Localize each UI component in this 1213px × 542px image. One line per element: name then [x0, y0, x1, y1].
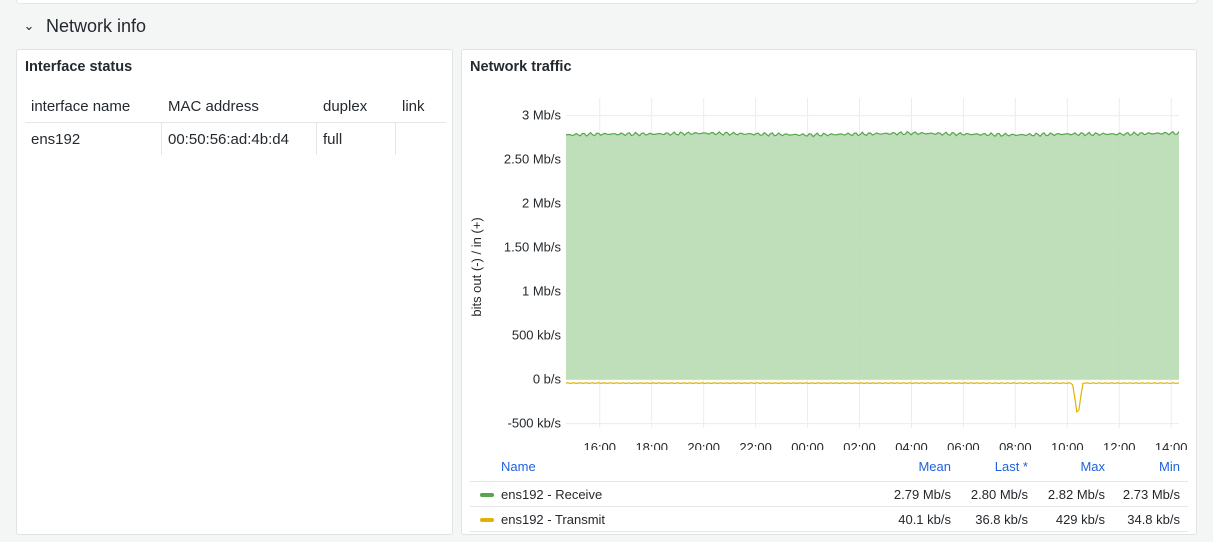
x-tick-label: 10:00 [1051, 440, 1084, 450]
x-tick-label: 20:00 [687, 440, 720, 450]
series-color-swatch [480, 518, 494, 522]
legend-col-name[interactable]: Name [501, 459, 536, 474]
column-header[interactable]: link [402, 97, 425, 115]
chart-legend: Name Mean Last * Max Min ens192 - Receiv… [470, 457, 1188, 532]
y-tick-label: 500 kb/s [512, 328, 562, 343]
x-tick-label: 06:00 [947, 440, 980, 450]
column-header[interactable]: MAC address [168, 97, 259, 115]
table-cell: full [317, 123, 396, 155]
table-cell: ens192 [25, 123, 162, 155]
legend-series-name[interactable]: ens192 - Transmit [501, 512, 606, 527]
chevron-down-icon[interactable]: ⌄ [23, 18, 35, 33]
x-tick-label: 04:00 [895, 440, 928, 450]
x-tick-label: 16:00 [583, 440, 616, 450]
legend-value-last: 2.80 Mb/s [970, 487, 1028, 502]
column-header[interactable]: interface name [31, 97, 131, 115]
legend-value-max: 2.82 Mb/s [1047, 487, 1105, 502]
x-tick-label: 22:00 [739, 440, 772, 450]
y-tick-label: 0 b/s [533, 372, 562, 387]
previous-panel-edge [16, 0, 1198, 4]
legend-col-max[interactable]: Max [1080, 459, 1105, 474]
legend-value-mean: 40.1 kb/s [898, 512, 951, 527]
y-tick-label: 2.50 Mb/s [504, 152, 562, 167]
network-traffic-panel: Network traffic 3 Mb/s 2.50 Mb/s 2 Mb/s 1.5… [461, 49, 1197, 535]
legend-col-last[interactable]: Last * [994, 459, 1028, 474]
x-tick-label: 12:00 [1103, 440, 1136, 450]
legend-row-transmit[interactable]: ens192 - Transmit 40.1 kb/s 36.8 kb/s 42… [470, 507, 1188, 532]
legend-col-min[interactable]: Min [1159, 459, 1180, 474]
x-tick-label: 00:00 [791, 440, 824, 450]
legend-value-last: 36.8 kb/s [975, 512, 1028, 527]
x-tick-label: 08:00 [999, 440, 1032, 450]
legend-col-mean[interactable]: Mean [918, 459, 951, 474]
panel-title: Network traffic [470, 59, 572, 75]
y-tick-label: -500 kb/s [508, 416, 562, 431]
table-header: interface name MAC address duplex link [25, 90, 446, 123]
y-tick-label: 3 Mb/s [522, 108, 562, 123]
legend-value-min: 2.73 Mb/s [1122, 487, 1180, 502]
table-row: ens192 00:50:56:ad:4b:d4 full [25, 123, 446, 155]
row-header-network-info[interactable]: ⌄ Network info [22, 12, 147, 40]
series-line-receive [565, 130, 1180, 138]
legend-series-name[interactable]: ens192 - Receive [501, 487, 603, 502]
x-tick-label: 02:00 [843, 440, 876, 450]
table-cell [396, 123, 446, 155]
interface-table: interface name MAC address duplex link e… [25, 90, 446, 156]
legend-value-mean: 2.79 Mb/s [893, 487, 951, 502]
row-title: Network info [46, 15, 147, 36]
y-tick-label: 1 Mb/s [522, 284, 562, 299]
y-tick-label: 1.50 Mb/s [504, 240, 562, 255]
panel-title: Interface status [25, 59, 133, 75]
interface-status-panel: Interface status interface name MAC addr… [16, 49, 453, 535]
legend-row-receive[interactable]: ens192 - Receive 2.79 Mb/s 2.80 Mb/s 2.8… [470, 482, 1188, 507]
y-axis-label: bits out (-) / in (+) [469, 217, 484, 316]
column-header[interactable]: duplex [323, 97, 368, 115]
table-cell: 00:50:56:ad:4b:d4 [162, 123, 317, 155]
y-tick-label: 2 Mb/s [522, 196, 562, 211]
legend-value-min: 34.8 kb/s [1127, 512, 1180, 527]
x-tick-label: 14:00 [1155, 440, 1188, 450]
x-tick-label: 18:00 [635, 440, 668, 450]
legend-header: Name Mean Last * Max Min [470, 457, 1188, 482]
legend-value-max: 429 kb/s [1055, 512, 1105, 527]
series-area-receive [566, 131, 1179, 380]
series-color-swatch [480, 493, 494, 497]
series-line-transmit [565, 382, 1180, 414]
network-traffic-chart[interactable]: 3 Mb/s 2.50 Mb/s 2 Mb/s 1.50 Mb/s 1 Mb/s 500 … [462, 50, 1196, 450]
